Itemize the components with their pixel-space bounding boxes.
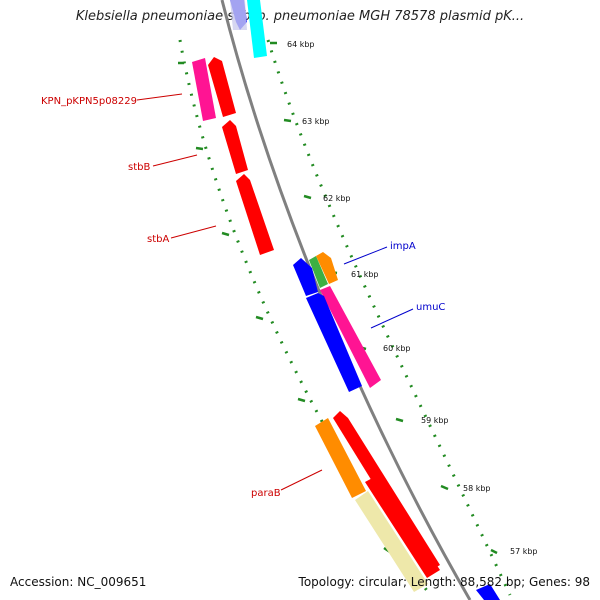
- inner-dotted-ring: [178, 39, 432, 596]
- gene-label-stbA[interactable]: stbA: [147, 234, 169, 245]
- tick-label-57: 57 kbp: [510, 547, 538, 556]
- tick-label-64: 64 kbp: [287, 40, 315, 49]
- gene-arrow-blue-1[interactable]: [293, 258, 318, 296]
- gene-arrow-orange-small[interactable]: [316, 252, 338, 284]
- gene-label-impA[interactable]: impA: [390, 241, 416, 252]
- gene-arrow-kpn-magenta[interactable]: [192, 58, 216, 121]
- accession-label: Accession: NC_009651: [10, 575, 147, 589]
- gene-arrow-kpn-red[interactable]: [208, 57, 236, 117]
- inner-major-ticks: [178, 61, 391, 554]
- gene-arrow-stbB[interactable]: [222, 120, 248, 174]
- gene-arrow-paraB[interactable]: [315, 418, 366, 498]
- gene-label-paraB[interactable]: paraB: [251, 488, 281, 499]
- gene-arrow-yellow[interactable]: [355, 491, 428, 592]
- gene-label-stbB[interactable]: stbB: [128, 162, 150, 173]
- reverse-genes: [192, 57, 440, 592]
- gene-arrow-lavender-top[interactable]: [230, 0, 247, 30]
- label-leaders: [136, 93, 414, 491]
- tick-label-59: 59 kbp: [421, 416, 449, 425]
- gene-label-kpn[interactable]: KPN_pKPN5p08229: [41, 96, 137, 107]
- tick-label-60: 60 kbp: [383, 344, 411, 353]
- tick-label-63: 63 kbp: [302, 117, 330, 126]
- tick-label-62: 62 kbp: [323, 194, 351, 203]
- map-title: Klebsiella pneumoniae subsp. pneumoniae …: [75, 9, 525, 24]
- gene-arrow-stbA[interactable]: [236, 174, 274, 255]
- gene-arrow-umuC[interactable]: [320, 286, 381, 388]
- gene-arrow-cyan[interactable]: [247, 0, 267, 58]
- gene-arrow-green[interactable]: [309, 256, 328, 288]
- topology-summary: Topology: circular; Length: 88,582 bp; G…: [298, 575, 590, 589]
- tick-label-58: 58 kbp: [463, 484, 491, 493]
- gene-arrow-blue-2[interactable]: [306, 293, 362, 392]
- backbone-circle: [220, 0, 472, 600]
- tick-label-61: 61 kbp: [351, 270, 379, 279]
- gene-arrow-blue-bottom[interactable]: [476, 584, 500, 600]
- gene-arrow-red-lower[interactable]: [365, 475, 440, 578]
- gene-label-umuC[interactable]: umuC: [416, 302, 445, 313]
